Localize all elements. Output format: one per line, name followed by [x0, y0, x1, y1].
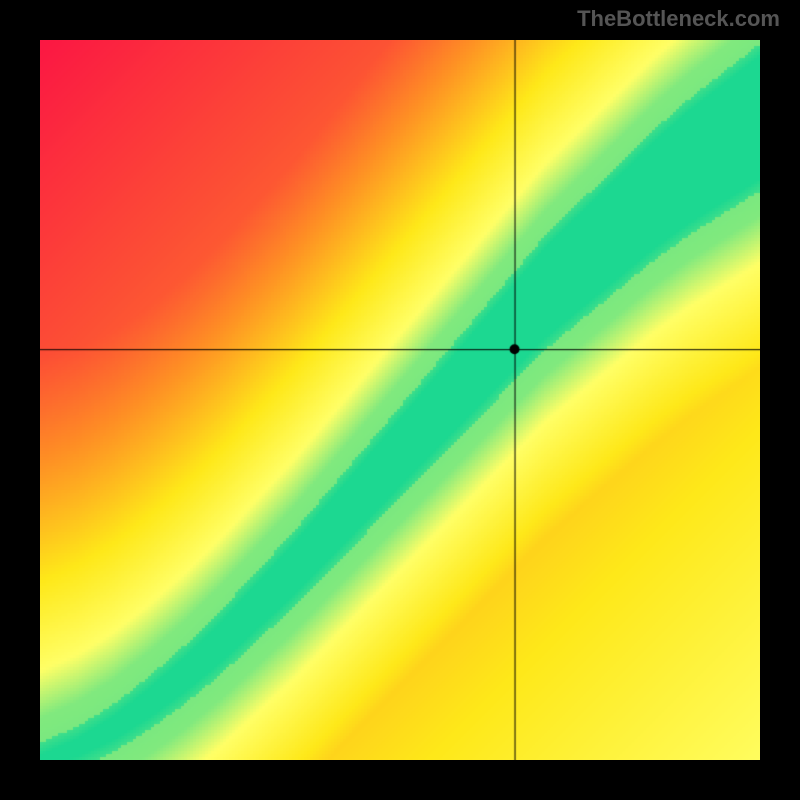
chart-frame: TheBottleneck.com [0, 0, 800, 800]
heatmap-canvas [40, 40, 760, 760]
watermark-text: TheBottleneck.com [577, 6, 780, 32]
heatmap-plot [40, 40, 760, 760]
